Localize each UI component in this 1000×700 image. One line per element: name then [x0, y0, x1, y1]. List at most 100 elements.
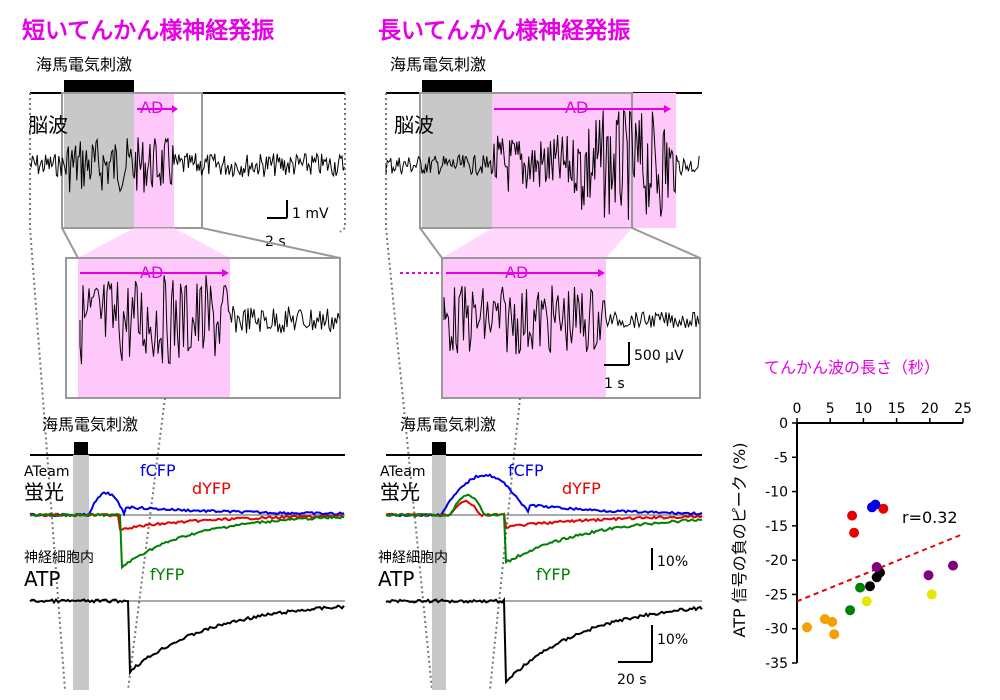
chart-point [847, 510, 858, 521]
left-zoom-trace [79, 275, 340, 365]
scatter-chart: てんかん波の長さ（秒） ATP 信号の負のピーク (%) 0 5 10 15 20 250… [730, 358, 972, 672]
chart-y-tick-label: -10 [765, 485, 788, 501]
left-eeg-trace [29, 137, 345, 193]
chart-points [802, 499, 958, 640]
chart-trend-line [796, 533, 964, 603]
right-zoom-edge-r [631, 227, 701, 259]
right-scale-pct2: 10% [657, 632, 688, 648]
left-atp-big: ATP [24, 567, 60, 591]
right-ad-label: AD [565, 98, 588, 117]
left-stim-shade [64, 93, 134, 228]
chart-point [849, 527, 860, 538]
left-atp-trace [29, 597, 345, 676]
right-panel: 長いてんかん様神経発振 海馬電気刺激 AD 脳波 AD 500 μV 1 s 海… [378, 17, 703, 691]
right-stim-shade-2 [432, 455, 446, 690]
right-fyfp-trace [385, 493, 703, 565]
left-stim-bar-2 [74, 442, 88, 455]
left-dyfp-label: dYFP [192, 479, 231, 498]
left-zoom-edge-r [201, 227, 341, 259]
right-scale-pct1: 10% [657, 554, 688, 570]
chart-ylabel: ATP 信号の負のピーク (%) [730, 443, 749, 638]
right-stim-bar [422, 80, 492, 93]
chart-point [861, 596, 872, 607]
right-zoom-panel [441, 257, 701, 399]
left-stim-label-2: 海馬電気刺激 [42, 415, 138, 434]
chart-annotation: r=0.32 [902, 508, 958, 527]
right-zoom-ad-arrowhead [598, 269, 605, 277]
left-fyfp-label: fYFP [150, 565, 185, 584]
chart-y-tick-label: -35 [765, 656, 788, 672]
left-ateam-big: 蛍光 [24, 480, 64, 504]
chart-y-tick-label: -20 [765, 553, 788, 569]
left-stim-shade-2 [73, 455, 89, 690]
left-title: 短いてんかん様神経発振 [22, 17, 274, 44]
left-zoom-panel [65, 257, 341, 399]
left-scale-v: 1 mV [292, 206, 329, 222]
right-stim-label: 海馬電気刺激 [390, 55, 486, 74]
right-stim-bar-2 [432, 442, 446, 455]
right-scale-t: 1 s [604, 376, 625, 392]
chart-x-tick-label: 20 [921, 401, 939, 417]
right-zoom-trace [443, 285, 700, 355]
left-eeg-label: 脳波 [28, 113, 68, 137]
chart-x-tick-label: 10 [854, 401, 872, 417]
chart-point [802, 622, 812, 633]
chart-point [855, 582, 866, 593]
right-fcfp-label: fCFP [508, 461, 544, 480]
left-guide-2 [339, 227, 346, 233]
right-zoom-ad-shade [442, 258, 606, 398]
chart-point [829, 629, 840, 640]
right-atp-trace [385, 597, 703, 685]
chart-point [871, 562, 882, 572]
chart-x-tick-label: 0 [793, 401, 802, 417]
right-zoom-ad-label: AD [505, 263, 528, 282]
left-stim-label: 海馬電気刺激 [36, 55, 132, 74]
left-atp-small: 神経細胞内 [24, 550, 94, 566]
left-ad-shade [134, 93, 174, 228]
left-zoom-fan [78, 228, 230, 258]
right-zoom-edge-l [419, 227, 443, 259]
right-eeg-label: 脳波 [394, 113, 434, 137]
left-zoom-ad-label: AD [140, 263, 163, 282]
chart-point [926, 589, 937, 600]
right-ateam-small: ATeam [380, 464, 426, 480]
chart-y-tick-label: -15 [765, 519, 788, 535]
chart-point [870, 499, 881, 510]
right-ateam-big: 蛍光 [380, 480, 420, 504]
chart-point [948, 560, 958, 571]
left-panel: 短いてんかん様神経発振 海馬電気刺激 AD 脳波 1 mV 2 s AD 海馬電… [22, 17, 346, 691]
chart-point [923, 570, 934, 581]
left-fcfp-label: fCFP [140, 461, 176, 480]
chart-x-tick-label: 15 [888, 401, 906, 417]
right-scale-time: 20 s [617, 672, 647, 688]
right-guide-2 [385, 227, 433, 691]
left-zoom-edge-l [61, 227, 79, 259]
right-atp-small: 神経細胞内 [378, 550, 448, 566]
left-guide-5 [127, 397, 166, 691]
right-eeg-trace [385, 109, 700, 220]
right-zoom-fan [442, 228, 632, 258]
chart-xlabel: てんかん波の長さ（秒） [764, 358, 940, 377]
chart-point [845, 605, 856, 616]
chart-ticks: 0 5 10 15 20 25 0 -5 -10 -15 -20 -25 -30 -35 [765, 401, 972, 672]
right-fyfp-label: fYFP [536, 565, 571, 584]
left-guide-1 [29, 227, 66, 691]
right-dyfp-label: dYFP [562, 479, 601, 498]
chart-x-tick-label: 5 [826, 401, 835, 417]
left-ad-arrowhead [172, 105, 178, 113]
left-zoom-ad-arrowhead [222, 269, 229, 277]
chart-x-tick-label: 25 [954, 401, 972, 417]
chart-y-tick-label: 0 [779, 416, 788, 432]
right-stim-label-2: 海馬電気刺激 [400, 415, 496, 434]
right-scale-v: 500 μV [634, 348, 684, 364]
right-ad-arrowhead [664, 105, 671, 113]
left-fyfp-trace [29, 512, 345, 570]
left-ateam-small: ATeam [24, 464, 70, 480]
chart-y-tick-label: -30 [765, 622, 788, 638]
chart-y-tick-label: -25 [765, 587, 788, 603]
right-title: 長いてんかん様神経発振 [378, 17, 630, 44]
chart-y-tick-label: -5 [774, 450, 788, 466]
chart-point [827, 616, 838, 627]
left-stim-bar [64, 80, 134, 93]
